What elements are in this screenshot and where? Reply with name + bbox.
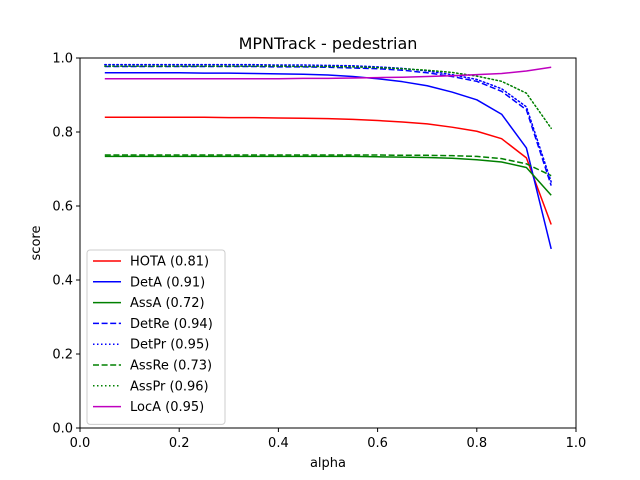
legend-label: LocA (0.95) xyxy=(130,400,204,415)
y-tick-label: 0.2 xyxy=(52,348,73,363)
y-axis-title: score xyxy=(29,226,44,261)
x-tick-label: 0.6 xyxy=(367,436,388,451)
legend: HOTA (0.81) DetA (0.91) AssA (0.72) DetRe (… xyxy=(86,249,226,425)
legend-label: AssPr (0.96) xyxy=(130,379,209,394)
legend-label: DetA (0.91) xyxy=(130,275,205,290)
series-line-7 xyxy=(104,65,552,130)
series-line-2 xyxy=(104,72,552,250)
x-axis: 0.0 0.2 0.4 0.6 0.8 1.0 xyxy=(70,428,587,451)
legend-label: DetRe (0.94) xyxy=(130,317,213,332)
series-line-3 xyxy=(104,155,552,196)
y-tick-label: 0.0 xyxy=(52,422,73,437)
y-tick-label: 0.4 xyxy=(52,274,73,289)
legend-box xyxy=(86,249,226,425)
x-tick-label: 1.0 xyxy=(566,436,587,451)
series-line-5 xyxy=(104,63,552,183)
series-line-4 xyxy=(104,65,552,186)
x-tick-label: 0.2 xyxy=(169,436,190,451)
plot-frame xyxy=(79,57,577,429)
series-line-1 xyxy=(104,116,552,225)
y-tick-label: 0.6 xyxy=(52,200,73,215)
series-line-8 xyxy=(104,66,552,80)
legend-label: AssRe (0.73) xyxy=(130,359,212,374)
chart-title: MPNTrack - pedestrian xyxy=(239,34,418,53)
x-tick-label: 0.0 xyxy=(70,436,91,451)
x-tick-label: 0.8 xyxy=(466,436,487,451)
legend-label: DetPr (0.95) xyxy=(130,338,209,353)
x-tick-label: 0.4 xyxy=(268,436,289,451)
y-tick-label: 1.0 xyxy=(52,52,73,67)
series-line-6 xyxy=(104,154,552,177)
legend-label: AssA (0.72) xyxy=(130,296,205,311)
y-axis: 0.0 0.2 0.4 0.6 0.8 1.0 xyxy=(52,52,80,437)
x-axis-title: alpha xyxy=(310,456,346,471)
series-group xyxy=(104,63,552,250)
legend-label: HOTA (0.81) xyxy=(130,255,209,270)
y-tick-label: 0.8 xyxy=(52,126,73,141)
